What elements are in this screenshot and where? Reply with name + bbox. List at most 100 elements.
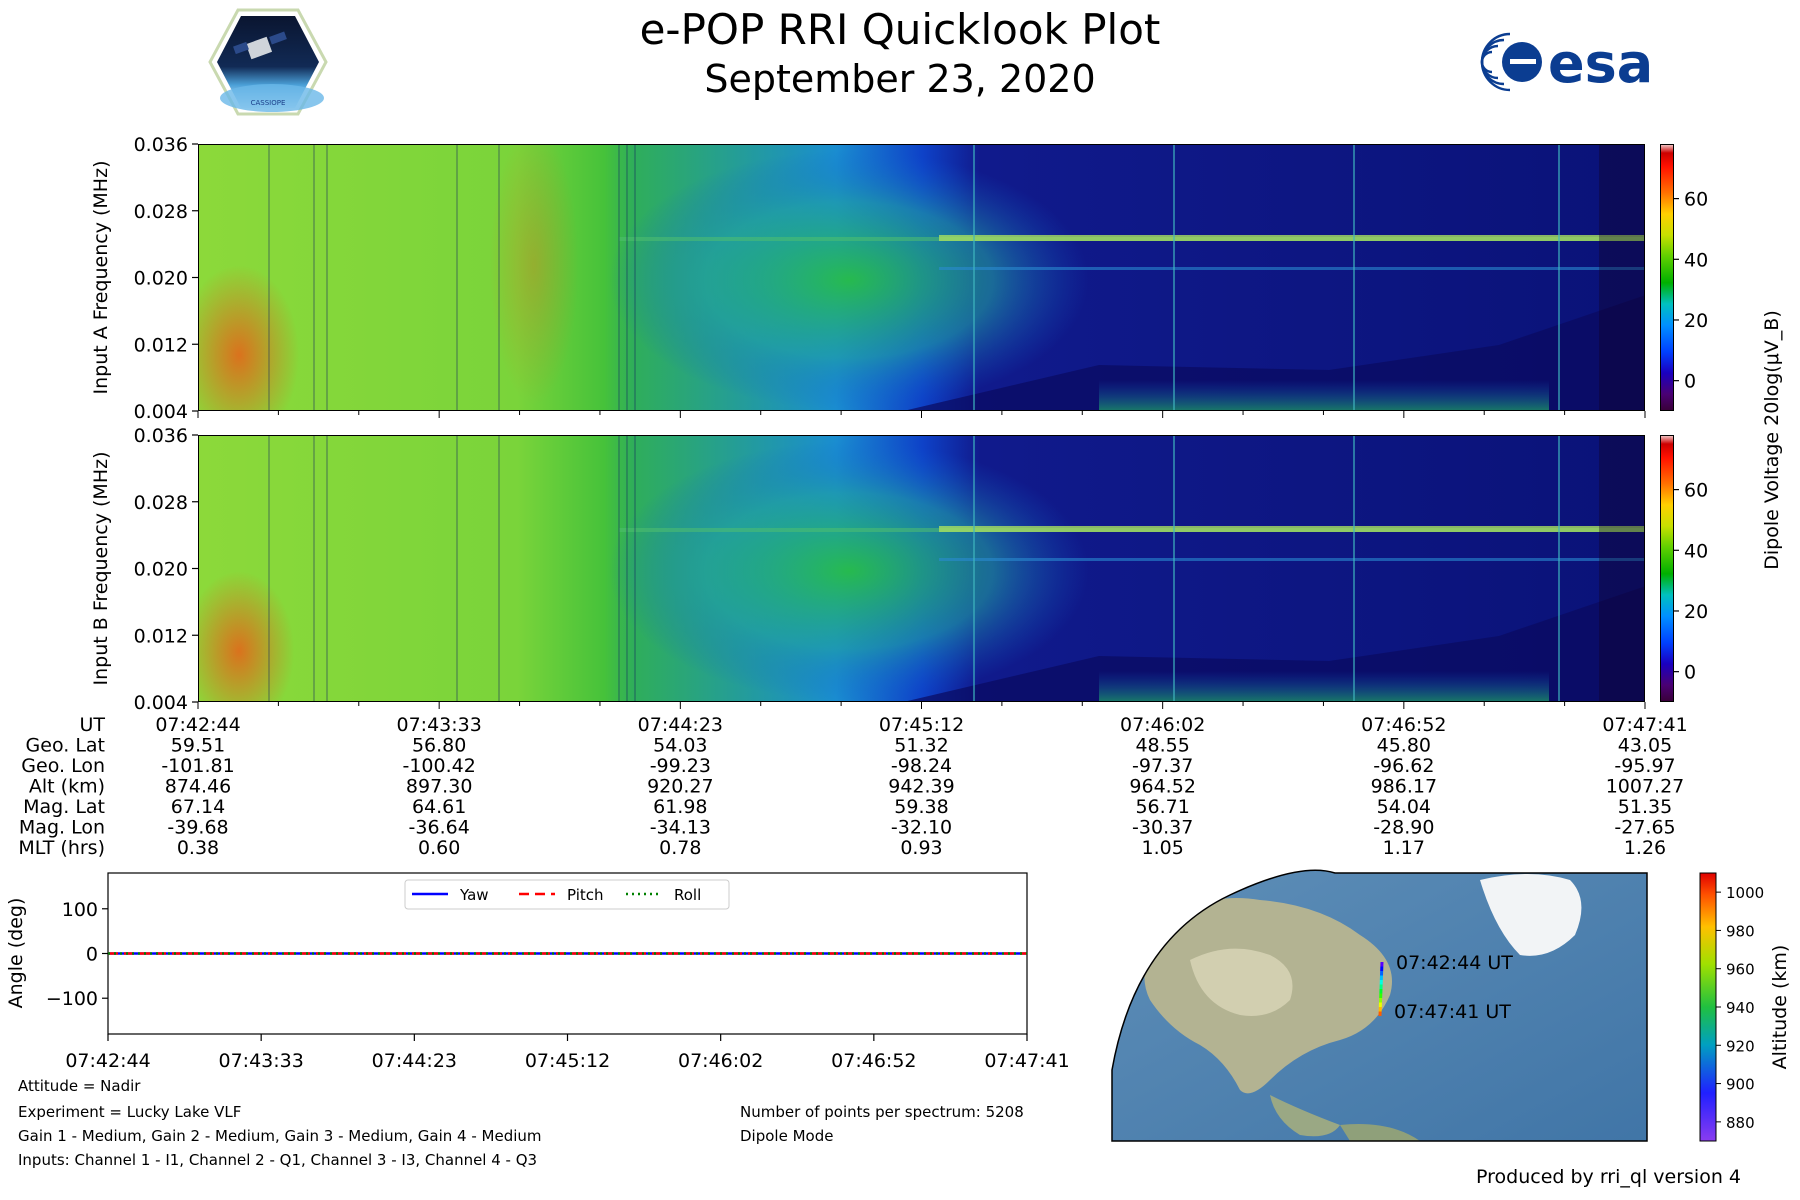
attitude-xtick-label: 07:46:02 [678,1050,763,1072]
inputs-info: Inputs: Channel 1 - I1, Channel 2 - Q1, … [18,1151,538,1169]
colorbar-b-tick-label: 60 [1684,480,1708,502]
esa-logo-text: esa [1548,32,1653,95]
spectrogram-a-ytick-label: 0.012 [134,334,188,356]
ephemeris-cell: 51.32 [894,735,948,757]
altitude-colorbar-tick-label: 880 [1726,1114,1755,1132]
ephemeris-cell: 920.27 [647,776,713,798]
altitude-colorbar-tick-label: 940 [1726,999,1755,1017]
attitude-info: Attitude = Nadir [18,1077,141,1095]
ephemeris-row-label: Geo. Lat [26,735,105,757]
attitude-y-axis-label: Angle (deg) [5,898,27,1009]
attitude-ytick-label: −100 [46,988,98,1010]
spectrogram-b-ytick-label: 0.020 [134,559,188,581]
experiment-info: Experiment = Lucky Lake VLF [18,1103,242,1121]
ephemeris-cell: -30.37 [1132,817,1193,839]
input-b-spectrogram [198,435,1645,702]
ephemeris-cell: 07:42:44 [155,714,240,736]
track-end-label: 07:47:41 UT [1394,1001,1511,1023]
ephemeris-cell: 1.26 [1624,837,1666,859]
altitude-colorbar-tick-label: 1000 [1726,884,1764,902]
ephemeris-row-label: Mag. Lon [19,817,105,839]
ephemeris-cell: -28.90 [1373,817,1434,839]
colorbar-b-tick-label: 40 [1684,540,1708,562]
ephemeris-cell: 07:44:23 [638,714,723,736]
input-b-spectrogram-image [199,436,1644,701]
ephemeris-cell: 0.38 [177,837,219,859]
ephemeris-cell: 0.93 [900,837,942,859]
input-b-colorbar [1660,435,1674,702]
colorbar-a-tick-label: 20 [1684,310,1708,332]
ephemeris-cell: 1.17 [1383,837,1425,859]
gains-info: Gain 1 - Medium, Gain 2 - Medium, Gain 3… [18,1127,542,1145]
ephemeris-cell: -99.23 [650,755,711,777]
attitude-legend [404,879,730,910]
ephemeris-cell: 43.05 [1618,735,1672,757]
greenland [1480,874,1582,956]
ephemeris-cell: 07:47:41 [1602,714,1687,736]
spectrogram-colorbar-label: Dipole Voltage 20log(μV_B) [1761,310,1783,570]
ephemeris-cell: -96.62 [1373,755,1434,777]
ephemeris-cell: -100.42 [402,755,475,777]
track-start-label: 07:42:44 UT [1396,952,1513,974]
ephemeris-cell: 1007.27 [1606,776,1685,798]
ephemeris-cell: 874.46 [165,776,231,798]
ephemeris-cell: 48.55 [1135,735,1189,757]
ephemeris-row-label: MLT (hrs) [18,837,105,859]
ephemeris-cell: 07:43:33 [396,714,481,736]
ephemeris-cell: 56.80 [412,735,466,757]
ephemeris-cell: -34.13 [650,817,711,839]
ephemeris-cell: 07:46:52 [1361,714,1446,736]
input-a-colorbar [1660,144,1674,411]
spectrogram-a-ytick-label: 0.020 [134,268,188,290]
colorbar-a-tick-label: 40 [1684,249,1708,271]
altitude-colorbar-tick-label: 900 [1726,1076,1755,1094]
ephemeris-cell: -36.64 [409,817,470,839]
colorbar-a-tick-label: 0 [1684,371,1696,393]
ephemeris-cell: -39.68 [167,817,228,839]
ephemeris-row-label: Mag. Lat [23,796,105,818]
plot-date: September 23, 2020 [704,57,1096,101]
attitude-xtick-label: 07:47:41 [984,1050,1069,1072]
colorbar-b-tick-label: 0 [1684,662,1696,684]
ephemeris-cell: 59.51 [171,735,225,757]
ephemeris-cell: 1.05 [1142,837,1184,859]
legend-pitch-label: Pitch [567,886,604,904]
altitude-colorbar-tick-label: 980 [1726,922,1755,940]
attitude-xtick-label: 07:44:23 [372,1050,457,1072]
attitude-xtick-label: 07:43:33 [218,1050,303,1072]
ephemeris-cell: -95.97 [1614,755,1675,777]
ephemeris-cell: 64.61 [412,796,466,818]
plot-title: e-POP RRI Quicklook Plot [639,5,1161,54]
altitude-colorbar-tick-label: 920 [1726,1037,1755,1055]
ephemeris-row-label: UT [79,714,105,736]
spectrogram-a-ytick-label: 0.028 [134,201,188,223]
mode-info: Dipole Mode [740,1127,834,1145]
attitude-ytick-label: 100 [62,899,98,921]
ephemeris-cell: 59.38 [894,796,948,818]
points-info: Number of points per spectrum: 5208 [740,1103,1024,1121]
ephemeris-cell: 51.35 [1618,796,1672,818]
ephemeris-cell: -27.65 [1614,817,1675,839]
spectrogram-a-ytick-label: 0.036 [134,134,188,156]
footer-credit: Produced by rri_ql version 4 [1476,1166,1741,1188]
ephemeris-cell: 54.04 [1377,796,1431,818]
input-a-spectrogram [198,144,1645,411]
altitude-colorbar [1699,872,1717,1142]
ephemeris-cell: 54.03 [653,735,707,757]
spectrogram-a-ytick-label: 0.004 [134,401,188,423]
ground-track-map [1112,870,1647,1141]
spectrogram-b-ytick-label: 0.012 [134,625,188,647]
ephemeris-cell: 942.39 [888,776,954,798]
attitude-ytick-label: 0 [86,944,98,966]
input-a-spectrogram-image [199,145,1644,410]
ephemeris-row-label: Alt (km) [29,776,105,798]
ephemeris-cell: 07:46:02 [1120,714,1205,736]
legend-roll-label: Roll [674,886,701,904]
ephemeris-cell: 45.80 [1377,735,1431,757]
ephemeris-cell: 61.98 [653,796,707,818]
ephemeris-cell: 07:45:12 [879,714,964,736]
cassiope-logo-text: CASSIOPE [251,99,286,107]
ephemeris-cell: 964.52 [1129,776,1195,798]
ephemeris-cell: 67.14 [171,796,225,818]
esa-logo: esa [1480,32,1653,95]
